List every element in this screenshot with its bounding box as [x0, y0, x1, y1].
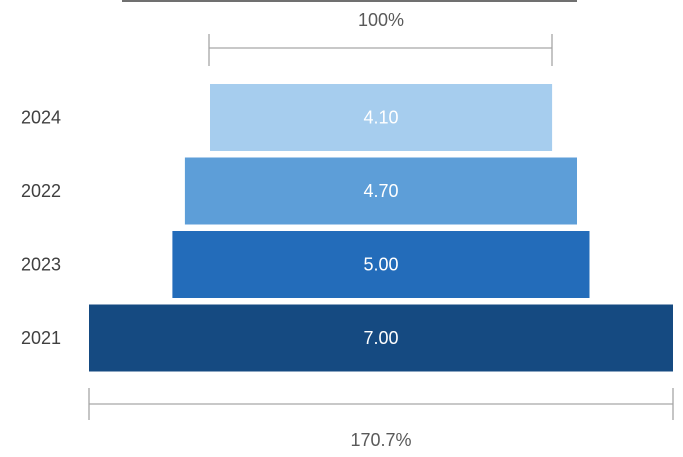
bar-value-label-2024: 4.10 [363, 108, 398, 128]
category-label-2021: 2021 [21, 328, 61, 348]
category-label-2022: 2022 [21, 181, 61, 201]
funnel-bar-2021 [89, 304, 673, 372]
bar-value-label-2021: 7.00 [363, 328, 398, 348]
bar-value-label-2022: 4.70 [363, 181, 398, 201]
funnel-bar-2024 [210, 84, 553, 151]
funnel-bar-2022 [184, 157, 577, 225]
bar-value-label-2023: 5.00 [363, 255, 398, 275]
top-dimension-bracket: 100% [208, 10, 553, 66]
bottom-dimension-label: 170.7% [350, 430, 411, 450]
top-dimension-label: 100% [358, 10, 404, 30]
category-label-2024: 2024 [21, 108, 61, 128]
bottom-dimension-bracket: 170.7% [88, 388, 674, 450]
funnel-bars: 4.10 2024 4.70 2022 5.00 2023 7.00 2021 [21, 84, 673, 372]
funnel-bar-2023 [172, 231, 590, 298]
category-label-2023: 2023 [21, 255, 61, 275]
